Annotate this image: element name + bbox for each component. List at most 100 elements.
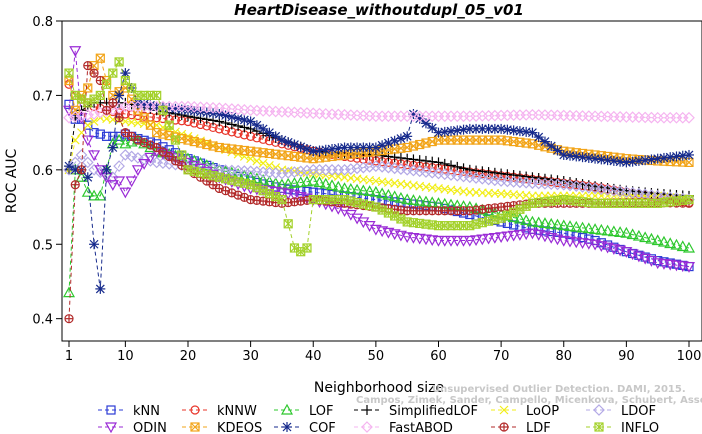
point-ldof [94, 166, 107, 179]
point-lof [81, 185, 94, 197]
legend-item-odin: ODIN [98, 421, 167, 434]
point-lof [94, 189, 107, 201]
point-ldof [276, 167, 288, 180]
point-cof [95, 283, 106, 294]
point-ldf [152, 142, 162, 153]
point-simplifiedlof [420, 155, 431, 166]
point-knn [95, 129, 105, 139]
point-odin [670, 260, 683, 272]
point-inflo [114, 57, 124, 67]
point-cof [82, 172, 93, 183]
point-ldf [83, 61, 93, 71]
point-lof [557, 219, 570, 231]
point-simplifiedlof [439, 158, 450, 169]
point-inflo [327, 195, 337, 205]
point-simplifiedlof [514, 170, 525, 181]
point-knn [302, 186, 312, 197]
point-fastabod [63, 111, 75, 124]
y-tick-label: 0.5 [32, 238, 53, 253]
point-odin [651, 258, 664, 270]
point-inflo [277, 195, 287, 205]
x-tick-label: 90 [618, 349, 635, 364]
point-cof [89, 239, 100, 250]
legend-item-simplifiedlof: SimplifiedLOF [354, 404, 478, 419]
point-ldof [106, 171, 119, 184]
point-ldof [125, 150, 138, 163]
series-line-ldof [68, 154, 690, 201]
series-layer [62, 46, 696, 324]
watermark-line-1: Unsupervised Outlier Detection. DAMI, 20… [432, 384, 686, 395]
point-cof [402, 131, 413, 142]
point-lof [300, 175, 313, 187]
legend-label: KDEOS [217, 421, 262, 434]
point-odin [557, 235, 570, 247]
y-tick-label: 0.6 [32, 164, 53, 179]
point-kdeos [83, 83, 93, 93]
point-odin [463, 235, 476, 247]
legend-item-knnw: kNNW [182, 404, 257, 419]
point-simplifiedlof [395, 152, 406, 163]
series-kdeos [64, 53, 694, 167]
point-cof [114, 90, 125, 101]
chart-title: HeartDisease_withoutdupl_05_v01 [234, 1, 524, 19]
point-lof [263, 175, 276, 187]
legend-marker-simplifiedlof [362, 405, 372, 415]
point-odin [432, 235, 445, 247]
point-cof [533, 132, 544, 143]
point-ldof [351, 162, 363, 175]
point-odin [88, 150, 101, 162]
point-lof [401, 193, 414, 205]
x-tick-label: 60 [430, 349, 447, 364]
x-tick-label: 100 [677, 349, 702, 364]
point-lof [595, 223, 608, 235]
point-lof [614, 226, 627, 237]
point-lof [419, 195, 432, 207]
legend-label: LOF [309, 404, 334, 419]
point-inflo [95, 90, 105, 101]
point-lof [570, 220, 583, 232]
x-tick-label: 70 [493, 349, 510, 364]
point-lof [576, 221, 589, 233]
point-ldof [363, 161, 376, 173]
point-lof [607, 225, 620, 237]
series-line-inflo [68, 60, 690, 253]
point-simplifiedlof [521, 171, 532, 182]
point-lof [394, 191, 407, 203]
point-lof [645, 232, 658, 244]
point-odin [69, 46, 82, 58]
point-simplifiedlof [477, 166, 488, 177]
point-lof [363, 185, 376, 197]
point-ldf [101, 105, 112, 115]
legend-label: ODIN [133, 421, 167, 434]
point-odin [426, 235, 439, 247]
legend-label: SimplifiedLOF [389, 404, 478, 419]
point-knn [101, 131, 112, 141]
point-lof [582, 222, 595, 234]
point-odin [363, 221, 376, 232]
point-odin [470, 235, 483, 247]
point-ldf [76, 165, 87, 175]
point-lof [545, 217, 558, 229]
legend-label: LDOF [621, 404, 656, 419]
legend-label: INFLO [621, 421, 659, 434]
point-cof [101, 164, 112, 175]
point-ldf [158, 147, 168, 157]
point-odin [138, 159, 151, 170]
point-cof [590, 153, 601, 164]
point-lof [563, 220, 577, 231]
point-loop [258, 158, 268, 168]
point-lof [520, 214, 533, 226]
point-simplifiedlof [489, 167, 500, 178]
point-simplifiedlof [433, 157, 444, 168]
point-lof [388, 190, 401, 202]
point-lof [338, 182, 351, 194]
point-odin [144, 152, 157, 164]
legend: kNN kNNW LOF SimplifiedLOF LoOP LDOF ODIN KDEOS… [98, 403, 659, 434]
point-lof [639, 231, 652, 243]
legend-item-lof: LOF [274, 403, 334, 419]
x-tick-label: 50 [368, 349, 385, 364]
legend-label: FastABOD [389, 421, 453, 434]
point-lof [250, 172, 263, 184]
series-ldof [63, 149, 695, 206]
